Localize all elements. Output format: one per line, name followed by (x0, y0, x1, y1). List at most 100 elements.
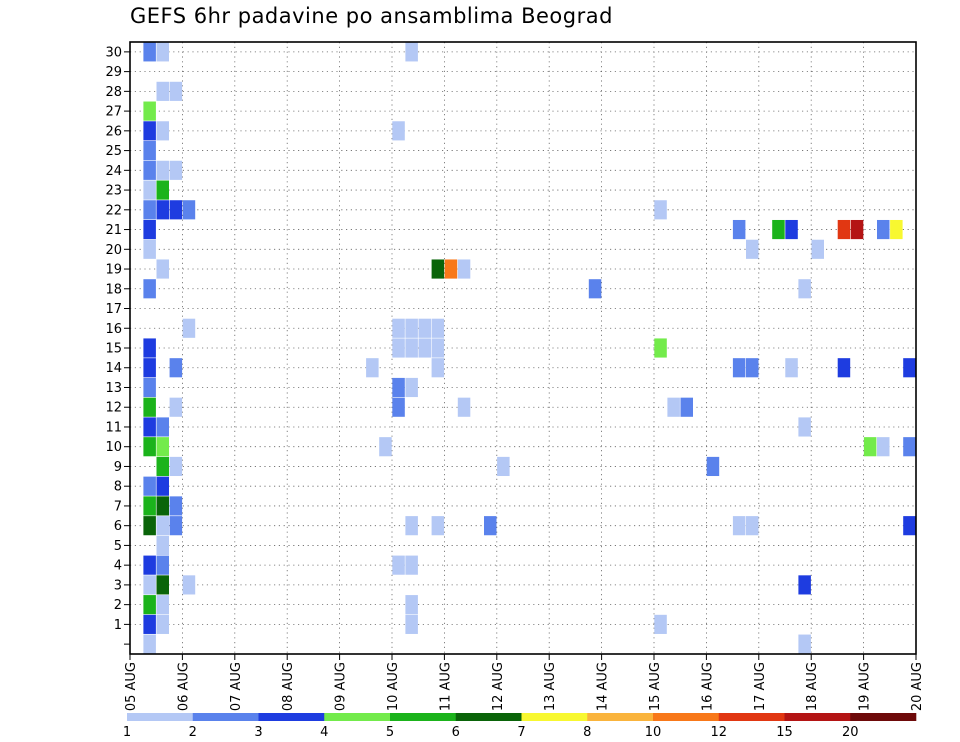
precip-cell (143, 180, 156, 200)
colorbar-swatch (521, 713, 588, 721)
x-tick-label: 14 AUG (596, 662, 611, 711)
colorbar-label: 6 (452, 725, 460, 740)
y-tick-label: 8 (114, 480, 122, 495)
y-tick-label: 17 (105, 302, 122, 317)
colorbar-label: 10 (645, 725, 662, 740)
precip-cell (903, 437, 916, 457)
y-tick-label: 24 (105, 164, 122, 179)
precip-cell (379, 437, 392, 457)
precip-cell (169, 358, 183, 378)
precip-cell (405, 516, 418, 536)
x-tick-label: 15 AUG (648, 662, 663, 711)
precip-cell (785, 358, 798, 378)
precip-cell (366, 358, 379, 378)
colorbar-label: 4 (320, 725, 328, 740)
precip-cell (156, 575, 169, 595)
precip-cell (156, 437, 169, 457)
precip-cell (143, 516, 156, 536)
precip-cell (667, 397, 680, 417)
precip-cell (169, 81, 183, 101)
precip-cell (798, 575, 811, 595)
precip-cell (431, 358, 445, 378)
y-tick-label: 23 (105, 184, 122, 199)
precip-cell (143, 397, 156, 417)
y-tick-label: 4 (114, 559, 122, 574)
precip-cell (877, 437, 890, 457)
precip-cell (156, 121, 169, 141)
x-tick-label: 16 AUG (700, 662, 715, 711)
y-tick-label: 14 (105, 361, 122, 376)
colorbar-label: 7 (517, 725, 525, 740)
precip-cell (837, 358, 851, 378)
precip-cell (143, 200, 156, 220)
precip-cell (392, 121, 405, 141)
precip-cell (798, 634, 811, 654)
colorbar-swatch (324, 713, 391, 721)
colorbar-label: 2 (189, 725, 197, 740)
precip-cell (746, 358, 759, 378)
precip-cell (143, 595, 156, 615)
precip-cell (143, 417, 156, 437)
x-tick-label: 11 AUG (438, 662, 453, 711)
precip-cell (156, 160, 169, 180)
colorbar-label: 12 (710, 725, 727, 740)
colorbar-swatch (390, 713, 457, 721)
precip-cell (182, 318, 196, 338)
precip-cell (405, 614, 418, 634)
precip-cell (169, 456, 183, 477)
precip-cell (431, 516, 445, 536)
x-tick-label: 09 AUG (334, 662, 349, 711)
precip-cell (431, 259, 445, 279)
precip-cell (169, 516, 183, 536)
x-tick-label: 17 AUG (753, 662, 768, 711)
colorbar-swatch (587, 713, 654, 721)
precip-cell (732, 358, 746, 378)
precip-cell (169, 496, 183, 516)
y-tick-label: 16 (105, 322, 122, 337)
precipitation-cells (143, 42, 916, 654)
precip-cell (877, 219, 890, 240)
y-tick-label: 13 (105, 381, 122, 396)
x-tick-label: 20 AUG (910, 662, 925, 711)
precip-cell (143, 121, 156, 141)
y-tick-label: 3 (114, 578, 122, 593)
precip-cell (143, 141, 156, 161)
precip-cell (654, 614, 667, 634)
grid-lines (130, 42, 916, 654)
y-tick-label: 12 (105, 401, 122, 416)
precip-cell (746, 239, 759, 259)
precip-cell (772, 219, 785, 240)
precip-cell (785, 219, 798, 240)
precip-cell (143, 42, 156, 62)
precip-cell (143, 279, 156, 299)
precip-cell (182, 200, 196, 220)
precip-cell (732, 516, 746, 536)
precip-cell (392, 338, 405, 358)
precip-cell (169, 397, 183, 417)
precip-cell (156, 614, 169, 634)
colorbar-label: 1 (123, 725, 131, 740)
precip-cell (143, 377, 156, 398)
x-tick-label: 08 AUG (281, 662, 296, 711)
colorbar-label: 8 (583, 725, 591, 740)
precip-cell (732, 219, 746, 240)
y-tick-label: 6 (114, 519, 122, 534)
precip-cell (811, 239, 824, 259)
precip-cell (850, 219, 864, 240)
y-tick-label: 27 (105, 105, 122, 120)
precip-cell (156, 81, 169, 101)
precip-cell (431, 338, 445, 358)
colorbar-swatch (127, 713, 194, 721)
precip-cell (143, 101, 156, 121)
precip-cell (405, 318, 418, 338)
colorbar-label: 5 (386, 725, 394, 740)
x-tick-label: 12 AUG (491, 662, 506, 711)
colorbar-label: 15 (776, 725, 793, 740)
precip-cell (431, 318, 445, 338)
chart-title: GEFS 6hr padavine po ansamblima Beograd (130, 4, 613, 28)
precip-cell (143, 634, 156, 654)
colorbar-label: 3 (254, 725, 262, 740)
precip-cell (143, 239, 156, 259)
precip-cell (156, 496, 169, 516)
